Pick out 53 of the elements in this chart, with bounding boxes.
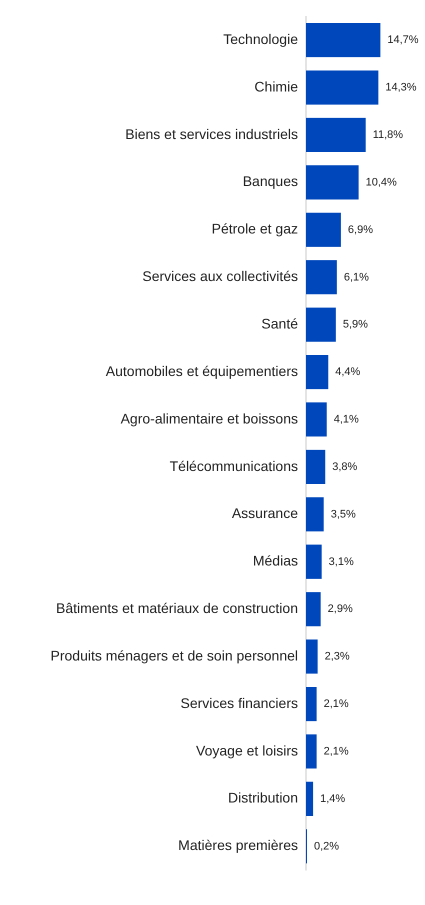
data-label: 3,8% bbox=[332, 460, 358, 473]
bar bbox=[306, 308, 336, 342]
data-label: 2,9% bbox=[328, 603, 353, 616]
bar bbox=[306, 686, 317, 722]
y-tick-label: Pétrole et gaz bbox=[212, 220, 298, 237]
bar bbox=[306, 165, 359, 200]
y-tick-label: Banques bbox=[242, 173, 298, 190]
bar bbox=[306, 640, 318, 674]
y-tick-label: Santé bbox=[261, 316, 298, 332]
bar bbox=[306, 402, 327, 437]
y-tick-label: Technologie bbox=[223, 30, 298, 47]
bar bbox=[306, 782, 314, 816]
data-label: 0,2% bbox=[314, 840, 340, 852]
data-label: 11,8% bbox=[372, 128, 404, 141]
data-label: 2,1% bbox=[324, 698, 349, 710]
data-label: 10,4% bbox=[366, 176, 398, 188]
y-tick-label: Chimie bbox=[254, 78, 298, 94]
y-tick-label: Services financiers bbox=[180, 694, 298, 711]
data-label: 14,3% bbox=[385, 82, 417, 94]
y-tick-label: Distribution bbox=[228, 790, 298, 806]
y-tick-label: Médias bbox=[252, 552, 298, 569]
bar bbox=[306, 734, 317, 769]
data-label: 14,7% bbox=[387, 34, 419, 46]
y-tick-label: Produits ménagers et de soin personnel bbox=[50, 647, 298, 664]
y-tick-label: Services aux collectivités bbox=[142, 268, 298, 284]
bar bbox=[306, 544, 322, 579]
data-label: 2,1% bbox=[324, 745, 349, 758]
data-label: 6,1% bbox=[344, 271, 370, 284]
y-tick-label: Assurance bbox=[232, 505, 298, 522]
data-label: 4,4% bbox=[335, 366, 361, 378]
y-tick-label: Bâtiments et matériaux de construction bbox=[56, 600, 298, 616]
bar bbox=[306, 212, 341, 247]
y-tick-label: Voyage et loisirs bbox=[196, 742, 298, 758]
data-label: 6,9% bbox=[348, 224, 374, 236]
y-tick-label: Télécommunications bbox=[170, 458, 298, 474]
bar bbox=[306, 260, 337, 294]
y-tick-label: Automobiles et équipementiers bbox=[106, 362, 298, 379]
data-label: 2,3% bbox=[324, 650, 350, 663]
data-label: 3,1% bbox=[328, 556, 354, 568]
data-label: 1,4% bbox=[320, 792, 346, 805]
bar bbox=[306, 450, 326, 484]
bar bbox=[306, 497, 324, 532]
bar bbox=[306, 23, 380, 58]
y-tick-label: Agro-alimentaire et boissons bbox=[120, 410, 298, 426]
bar bbox=[306, 592, 321, 626]
bar bbox=[306, 118, 366, 152]
y-tick-label: Biens et services industriels bbox=[125, 126, 298, 142]
data-label: 3,5% bbox=[330, 508, 356, 520]
y-tick-label: Matières premières bbox=[178, 837, 298, 854]
data-label: 4,1% bbox=[334, 414, 360, 426]
data-label: 5,9% bbox=[342, 318, 368, 331]
bar bbox=[306, 354, 328, 390]
bar bbox=[306, 70, 378, 105]
